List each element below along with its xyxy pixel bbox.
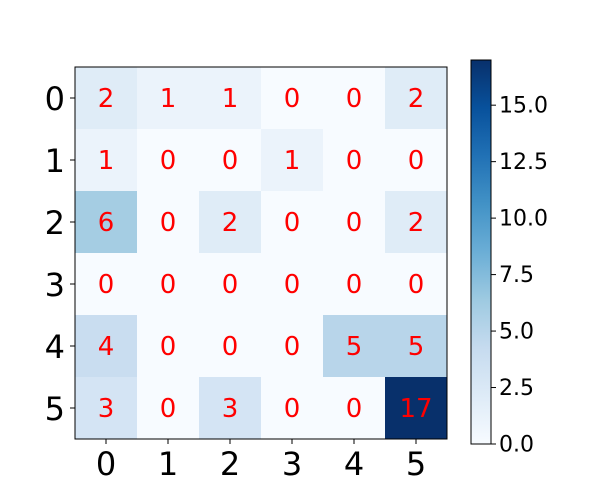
heatmap-cell: [199, 67, 261, 129]
heatmap-cell: [385, 191, 447, 253]
heatmap-cell: [385, 129, 447, 191]
cell-value-label: 2: [408, 84, 425, 114]
cell-value-label: 5: [346, 332, 363, 362]
heatmap-cell: [75, 315, 137, 377]
cell-value-label: 3: [222, 394, 239, 424]
cell-value-label: 0: [222, 332, 239, 362]
heatmap-cell: [199, 315, 261, 377]
heatmap-cell: [261, 377, 323, 439]
heatmap-cell: [323, 253, 385, 315]
cell-value-label: 3: [98, 394, 115, 424]
heatmap-cell: [323, 67, 385, 129]
cell-value-label: 1: [222, 84, 239, 114]
heatmap-cell: [75, 253, 137, 315]
colorbar-tick-label: 15.0: [499, 94, 548, 119]
heatmap-cell: [385, 67, 447, 129]
x-tick-label: 3: [282, 445, 302, 483]
colorbar: 0.0 2.5 5.0 7.5 10.0 12.5 15.0: [470, 59, 548, 458]
colorbar-tick-label: 10.0: [499, 207, 548, 232]
cell-value-label: 1: [98, 146, 115, 176]
heatmap-cell: [261, 253, 323, 315]
cell-value-label: 1: [284, 146, 301, 176]
heatmap-cell: [323, 191, 385, 253]
cell-value-label: 0: [346, 270, 363, 300]
heatmap-cell: [323, 377, 385, 439]
heatmap-cell: [75, 191, 137, 253]
colorbar-ticks: 0.0 2.5 5.0 7.5 10.0 12.5 15.0: [491, 94, 548, 458]
colorbar-tick-label: 5.0: [499, 320, 534, 345]
heatmap-cell: [385, 315, 447, 377]
x-tick-label: 1: [158, 445, 178, 483]
cell-value-label: 0: [346, 84, 363, 114]
heatmap-cell: [323, 315, 385, 377]
cell-value-label: 0: [284, 332, 301, 362]
colorbar-tick-label: 0.0: [499, 433, 534, 458]
cell-value-label: 0: [346, 146, 363, 176]
y-tick-label: 5: [45, 390, 65, 428]
cell-value-label: 6: [98, 208, 115, 238]
cell-value-label: 0: [284, 270, 301, 300]
heatmap-cell: [261, 191, 323, 253]
cell-value-label: 17: [399, 394, 432, 424]
plot-frame: [74, 66, 448, 440]
cell-value-label: 0: [408, 146, 425, 176]
cell-value-label: 2: [98, 84, 115, 114]
colorbar-tick-label: 2.5: [499, 376, 534, 401]
cell-value-label: 5: [408, 332, 425, 362]
colorbar-tick-label: 12.5: [499, 150, 548, 175]
cell-value-label: 0: [408, 270, 425, 300]
cell-value-label: 0: [222, 270, 239, 300]
heatmap-cell: [261, 67, 323, 129]
cell-value-label: 2: [222, 208, 239, 238]
cell-value-label: 0: [346, 394, 363, 424]
heatmap-cell: [199, 377, 261, 439]
y-axis: 0 1 2 3 4 5: [45, 80, 75, 428]
heatmap-cells: 2 1 1 0 0 2 1 0 0 1 0 0 6 0 2 0 0 2 0 0 0 0 0 0 4 0 0 0 5 5 3 0 3 0 0 17: [75, 67, 447, 439]
heatmap-cell: [323, 129, 385, 191]
x-tick-label: 5: [406, 445, 426, 483]
cell-value-label: 0: [346, 208, 363, 238]
cell-value-label: 4: [98, 332, 115, 362]
cell-value-label: 0: [284, 84, 301, 114]
y-tick-label: 0: [45, 80, 65, 118]
heatmap-cell: [75, 129, 137, 191]
y-tick-label: 4: [45, 328, 65, 366]
heatmap-cell: [137, 377, 199, 439]
heatmap-cell: [199, 129, 261, 191]
heatmap-cell: [385, 253, 447, 315]
cell-value-label: 0: [284, 208, 301, 238]
cell-value-label: 0: [160, 208, 177, 238]
heatmap-cell: [199, 253, 261, 315]
x-axis: 0 1 2 3 4 5: [96, 439, 426, 483]
cell-value-label: 0: [284, 394, 301, 424]
heatmap-cell: [199, 191, 261, 253]
y-tick-label: 1: [45, 142, 65, 180]
colorbar-tick-label: 7.5: [499, 263, 534, 288]
cell-value-label: 1: [160, 84, 177, 114]
heatmap-cell: [261, 129, 323, 191]
cell-value-label: 0: [160, 394, 177, 424]
heatmap-cell: [137, 191, 199, 253]
heatmap-cell: [75, 377, 137, 439]
heatmap-cell: [137, 315, 199, 377]
y-tick-label: 2: [45, 204, 65, 242]
heatmap-cell: [75, 67, 137, 129]
cell-value-label: 0: [222, 146, 239, 176]
cell-value-label: 0: [98, 270, 115, 300]
heatmap-cell: [261, 315, 323, 377]
y-tick-label: 3: [45, 266, 65, 304]
cell-value-label: 0: [160, 332, 177, 362]
heatmap-cell: [137, 253, 199, 315]
heatmap-cell: [137, 67, 199, 129]
cell-value-label: 0: [160, 270, 177, 300]
x-tick-label: 2: [220, 445, 240, 483]
cell-value-label: 0: [160, 146, 177, 176]
heatmap-cell: [137, 129, 199, 191]
cell-value-label: 2: [408, 208, 425, 238]
x-tick-label: 4: [344, 445, 364, 483]
heatmap-cell: [385, 377, 447, 439]
colorbar-gradient: [470, 59, 492, 445]
x-tick-label: 0: [96, 445, 116, 483]
